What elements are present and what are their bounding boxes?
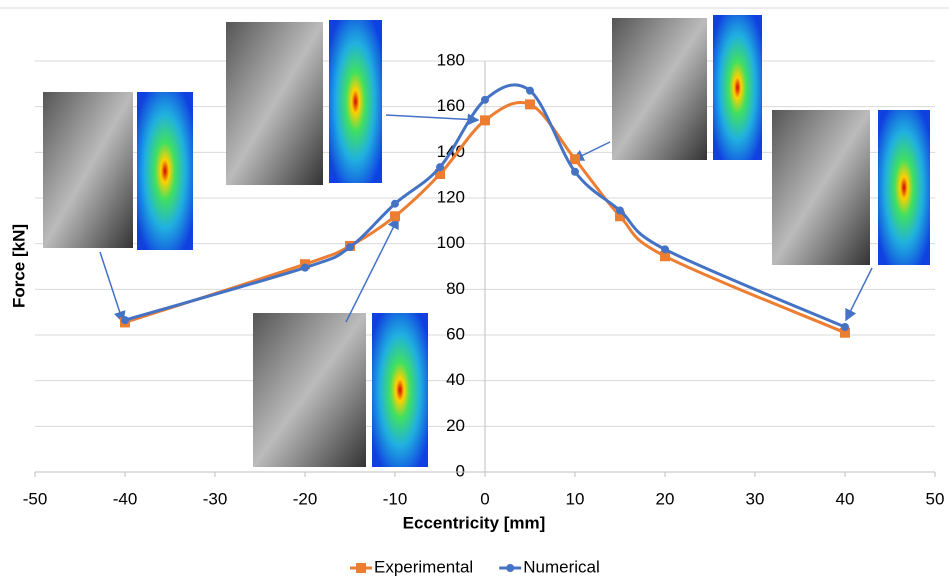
marker bbox=[661, 245, 669, 254]
marker bbox=[346, 243, 354, 252]
marker bbox=[301, 263, 309, 272]
y-tick-label: 100 bbox=[437, 233, 465, 252]
marker bbox=[525, 99, 535, 110]
arrow bbox=[99, 251, 126, 324]
arrow bbox=[345, 216, 399, 323]
fe-model bbox=[329, 20, 382, 183]
y-tick-label: 40 bbox=[446, 370, 465, 389]
series-layer bbox=[120, 83, 850, 338]
marker bbox=[571, 167, 579, 176]
x-axis-title: Eccentricity [mm] bbox=[403, 513, 546, 532]
marker bbox=[435, 169, 445, 180]
arrow bbox=[385, 113, 480, 126]
x-tick-label: -30 bbox=[203, 489, 228, 508]
marker bbox=[616, 206, 624, 215]
marker bbox=[481, 95, 489, 104]
fe-model bbox=[878, 110, 930, 265]
y-axis-title: Force [kN] bbox=[9, 224, 28, 308]
marker bbox=[436, 163, 444, 172]
y-tick-label: 60 bbox=[446, 324, 465, 343]
marker bbox=[390, 211, 400, 222]
marker bbox=[480, 115, 490, 126]
marker bbox=[526, 86, 534, 95]
x-tick-label: -50 bbox=[23, 489, 48, 508]
x-tick-label: 50 bbox=[926, 489, 945, 508]
x-tick-label: 30 bbox=[746, 489, 765, 508]
legend-label: Experimental bbox=[374, 557, 473, 576]
y-tick-label: 120 bbox=[437, 187, 465, 206]
marker bbox=[615, 211, 625, 222]
photo bbox=[253, 313, 366, 467]
marker bbox=[391, 199, 399, 208]
x-tick-label: -40 bbox=[113, 489, 138, 508]
marker bbox=[660, 251, 670, 262]
x-tick-label: -10 bbox=[383, 489, 408, 508]
legend-label: Numerical bbox=[523, 557, 600, 576]
legend-marker bbox=[506, 564, 515, 572]
marker bbox=[570, 154, 580, 165]
fe-model bbox=[713, 15, 762, 160]
x-tick-label: 20 bbox=[656, 489, 675, 508]
marker bbox=[841, 323, 849, 332]
y-tick-label: 0 bbox=[456, 461, 465, 480]
photo bbox=[43, 92, 133, 248]
x-tick-label: -20 bbox=[293, 489, 318, 508]
y-tick-label: 180 bbox=[437, 50, 465, 69]
photo bbox=[612, 18, 707, 160]
marker bbox=[840, 327, 850, 338]
y-tick-label: 160 bbox=[437, 96, 465, 115]
x-tick-label: 40 bbox=[836, 489, 855, 508]
x-tick-label: 10 bbox=[566, 489, 585, 508]
y-tick-label: 20 bbox=[446, 416, 465, 435]
fe-model bbox=[372, 313, 428, 467]
marker bbox=[121, 316, 129, 325]
inset-images bbox=[43, 15, 930, 467]
fe-model bbox=[137, 92, 193, 250]
y-tick-label: 80 bbox=[446, 279, 465, 298]
arrow bbox=[845, 267, 873, 322]
legend-marker bbox=[356, 563, 366, 573]
photo bbox=[772, 110, 870, 265]
photo bbox=[226, 22, 323, 185]
x-tick-label: 0 bbox=[480, 489, 489, 508]
